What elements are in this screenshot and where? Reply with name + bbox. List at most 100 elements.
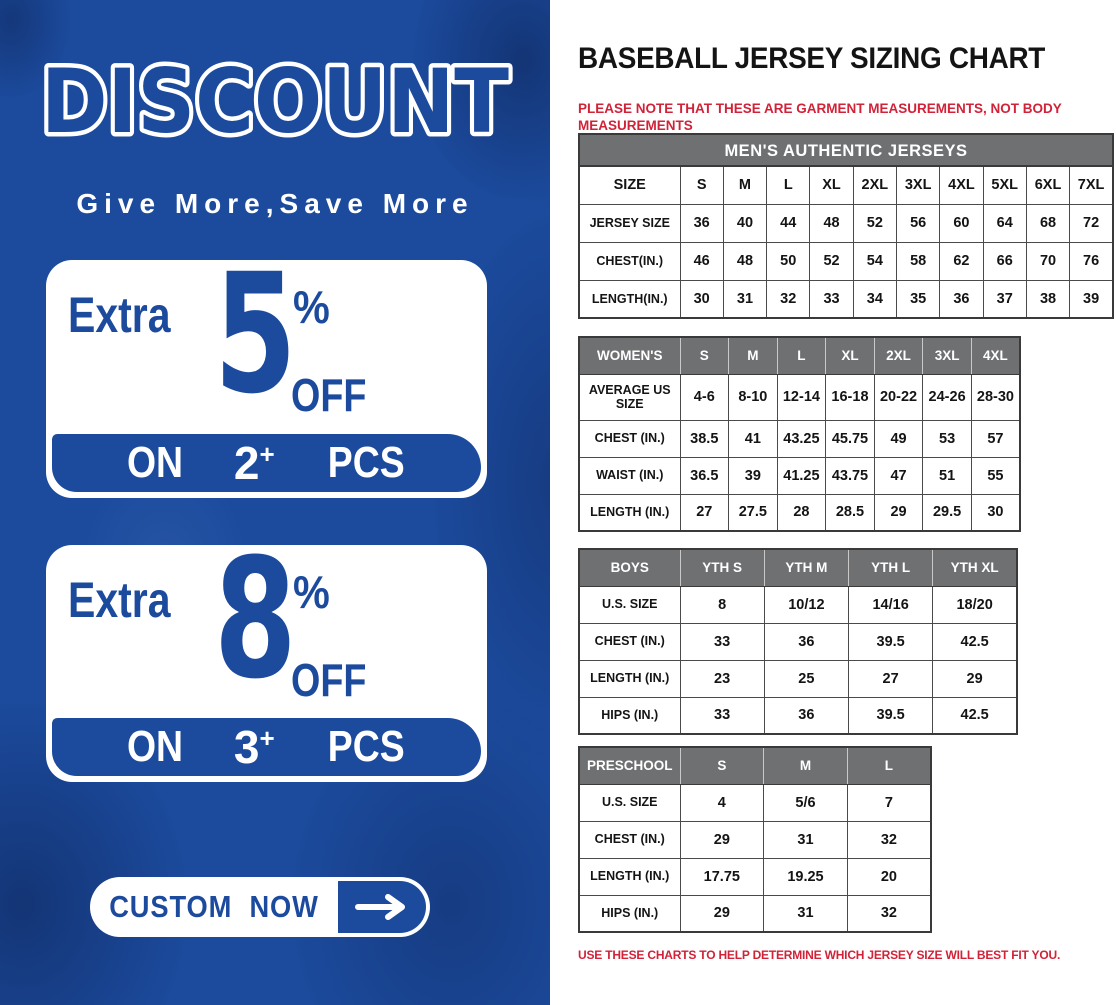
table-cell: 48: [722, 241, 768, 281]
table-cell: 36: [679, 203, 724, 243]
table-cell: 38: [1025, 279, 1071, 319]
plus-sign: +: [259, 439, 275, 469]
garment-measurement-note: PLEASE NOTE THAT THESE ARE GARMENT MEASU…: [578, 100, 1062, 134]
table-cell: 32: [846, 894, 932, 933]
table-header-row: SIZE S M L XL 2XL 3XL 4XL 5XL 6XL 7XL: [578, 165, 1114, 205]
row-label: LENGTH (IN.): [578, 659, 681, 698]
on-label: ON: [126, 438, 183, 487]
corner-header: PRESCHOOL: [578, 746, 681, 785]
row-label: LENGTH (IN.): [578, 493, 681, 532]
arrow-capsule: [338, 881, 426, 933]
table-mens: SIZE S M L XL 2XL 3XL 4XL 5XL 6XL 7XL JERSEY SIZE 36…: [578, 165, 1114, 319]
table-boys: BOYS YTH S YTH M YTH L YTH XL U.S. SIZE 8 10/12…: [578, 548, 1018, 735]
table-cell: 28: [776, 493, 827, 532]
table-cell: 33: [809, 279, 854, 319]
table-cell: 36: [763, 622, 850, 661]
table-cell: 39: [1069, 279, 1114, 319]
table-cell: 43.25: [776, 419, 827, 458]
table-row: CHEST(IN.) 46 48 50 52 54 58 62 66 70 76: [578, 241, 1114, 281]
column-header: M: [722, 165, 768, 205]
table-cell: 58: [895, 241, 941, 281]
column-header: XL: [809, 165, 854, 205]
custom-now-label: CUSTOM NOW: [109, 889, 319, 924]
table-cell: 27.5: [728, 493, 778, 532]
column-header: S: [679, 165, 724, 205]
row-label: AVERAGE US SIZE: [578, 373, 681, 421]
custom-now-button[interactable]: CUSTOM NOW: [90, 877, 430, 937]
percent-sign: %: [293, 281, 330, 333]
discount-banner: DISCOUNT Give More,Save More Extra 5 % O…: [0, 0, 550, 1005]
table-title-band: MEN'S AUTHENTIC JERSEYS: [578, 133, 1114, 165]
table-cell: 68: [1025, 203, 1071, 243]
row-label: U.S. SIZE: [578, 585, 681, 624]
table-cell: 51: [922, 456, 972, 495]
table-cell: 60: [939, 203, 984, 243]
sizing-table-womens: WOMEN'S S M L XL 2XL 3XL 4XL AVERAGE US SIZE 4-6 8…: [578, 336, 1021, 532]
column-header: 4XL: [939, 165, 984, 205]
discount-title: DISCOUNT: [37, 46, 514, 157]
table-cell: 8-10: [728, 373, 778, 421]
table-cell: 32: [766, 279, 811, 319]
table-cell: 29: [679, 894, 765, 933]
table-cell: 20: [846, 857, 932, 896]
table-cell: 36: [763, 696, 850, 735]
sizing-table-boys: BOYS YTH S YTH M YTH L YTH XL U.S. SIZE 8 10/12…: [578, 548, 1018, 735]
table-cell: 44: [766, 203, 811, 243]
table-row: CHEST (IN.) 38.5 41 43.25 45.75 49 53 57: [578, 419, 1021, 458]
table-cell: 38.5: [679, 419, 730, 458]
offer-condition-band: ON 2+ PCS: [52, 434, 481, 492]
table-cell: 57: [970, 419, 1021, 458]
table-cell: 50: [766, 241, 811, 281]
offer-condition-band: ON 3+ PCS: [52, 718, 481, 776]
table-cell: 8: [679, 585, 765, 624]
table-cell: 56: [895, 203, 941, 243]
table-row: LENGTH(IN.) 30 31 32 33 34 35 36 37 38 39: [578, 279, 1114, 319]
offer-card-8-percent: Extra 8 % OFF ON 3+ PCS: [46, 537, 487, 782]
table-cell: 45.75: [825, 419, 875, 458]
table-row: U.S. SIZE 8 10/12 14/16 18/20: [578, 585, 1018, 624]
table-row: CHEST (IN.) 29 31 32: [578, 820, 932, 859]
table-cell: 39.5: [847, 696, 934, 735]
corner-header: WOMEN'S: [578, 336, 681, 375]
column-header: 3XL: [895, 165, 941, 205]
table-cell: 55: [970, 456, 1021, 495]
table-cell: 62: [939, 241, 984, 281]
column-header: L: [766, 165, 811, 205]
column-header: S: [679, 746, 765, 785]
table-cell: 4: [679, 783, 765, 822]
table-cell: 18/20: [932, 585, 1018, 624]
row-label: CHEST (IN.): [578, 419, 681, 458]
table-cell: 40: [722, 203, 768, 243]
off-label: OFF: [291, 654, 367, 706]
table-row: LENGTH (IN.) 17.75 19.25 20: [578, 857, 932, 896]
table-header-row: PRESCHOOL S M L: [578, 746, 932, 785]
pcs-label: PCS: [327, 438, 405, 487]
row-label: CHEST (IN.): [578, 820, 681, 859]
fit-advice-note: USE THESE CHARTS TO HELP DETERMINE WHICH…: [578, 948, 1061, 962]
table-cell: 31: [763, 820, 848, 859]
table-cell: 48: [809, 203, 854, 243]
table-cell: 72: [1069, 203, 1114, 243]
column-header: YTH M: [763, 548, 850, 587]
table-cell: 46: [679, 241, 724, 281]
table-cell: 25: [763, 659, 850, 698]
table-cell: 14/16: [847, 585, 934, 624]
table-cell: 54: [852, 241, 897, 281]
table-cell: 27: [847, 659, 934, 698]
quantity-value: 2+: [234, 434, 275, 492]
column-header: YTH S: [679, 548, 765, 587]
extra-label: Extra: [68, 287, 171, 343]
row-label: HIPS (IN.): [578, 894, 681, 933]
table-cell: 52: [809, 241, 854, 281]
percent-value: 5: [214, 238, 297, 430]
table-cell: 20-22: [873, 373, 924, 421]
row-label: U.S. SIZE: [578, 783, 681, 822]
table-row: U.S. SIZE 4 5/6 7: [578, 783, 932, 822]
percent-value: 8: [214, 523, 297, 715]
column-header: 4XL: [970, 336, 1021, 375]
table-header-row: BOYS YTH S YTH M YTH L YTH XL: [578, 548, 1018, 587]
table-cell: 33: [679, 696, 765, 735]
row-label: CHEST (IN.): [578, 622, 681, 661]
column-header: 2XL: [873, 336, 924, 375]
